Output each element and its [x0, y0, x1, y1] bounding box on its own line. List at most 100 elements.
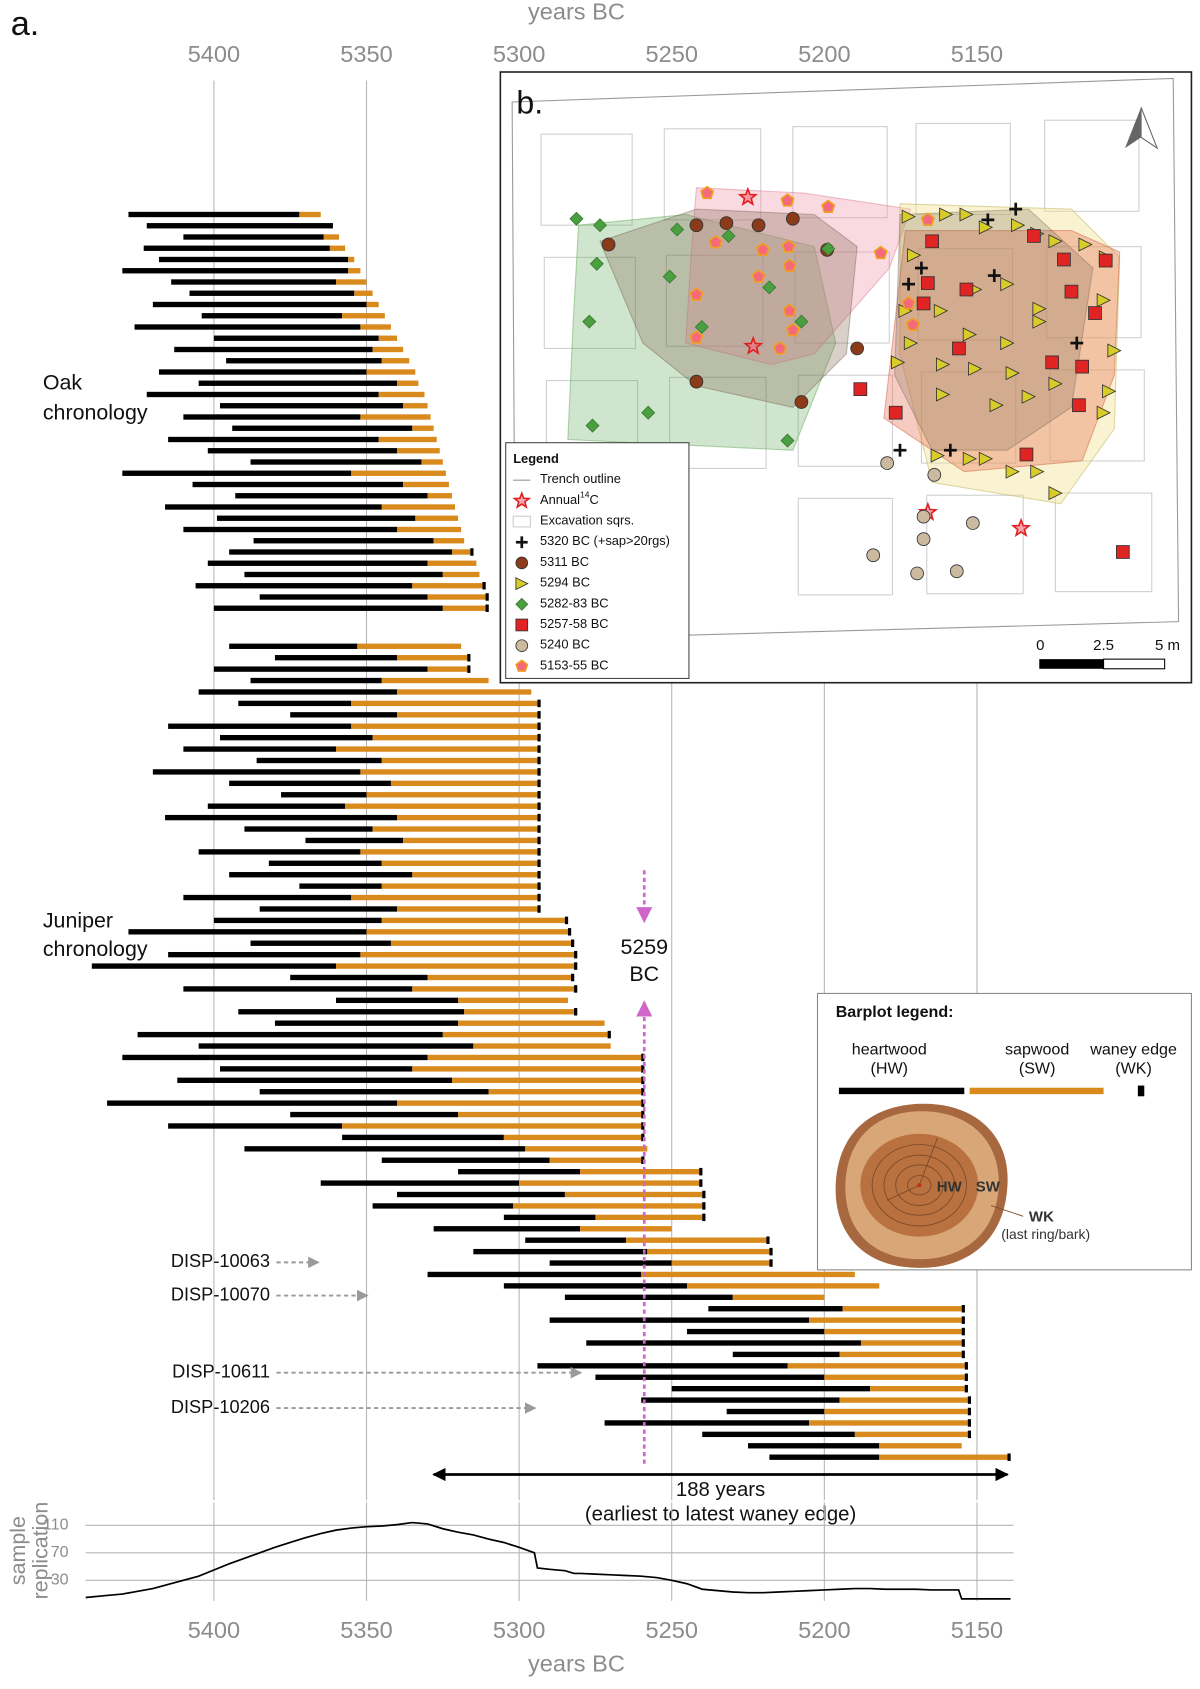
- waney-edge: [485, 593, 489, 601]
- heartwood-bar: [335, 997, 459, 1004]
- legend-label: 5257-58 BC: [540, 616, 609, 631]
- map-point: [585, 418, 600, 433]
- heartwood-bar: [549, 1317, 810, 1323]
- tree-label: SW: [976, 1178, 1001, 1195]
- sapwood-bar: [335, 746, 538, 752]
- heartwood-bar: [229, 872, 413, 878]
- map-point: [1107, 343, 1122, 358]
- heartwood-bar: [229, 643, 358, 649]
- heartwood-bar: [726, 1408, 825, 1415]
- map-point: [708, 234, 723, 249]
- map-point: [916, 509, 931, 524]
- heartwood-bar: [213, 666, 428, 672]
- legend-label: 5320 BC (+sap>20rgs): [540, 534, 670, 549]
- sapwood-bar: [366, 792, 538, 798]
- legend-label: Excavation sqrs.: [540, 513, 634, 528]
- sapwood-bar: [412, 872, 538, 878]
- map-point: [1021, 389, 1036, 404]
- sapwood-bar: [824, 1328, 962, 1335]
- map-point: [905, 317, 920, 331]
- legend-label: 5311 BC: [540, 554, 589, 569]
- map-point: [1075, 359, 1089, 374]
- map-point: [1078, 237, 1093, 252]
- hull: [599, 208, 858, 408]
- sapwood-bar: [381, 883, 538, 889]
- sapwood-bar: [412, 986, 575, 992]
- heartwood-bar: [372, 1203, 514, 1209]
- waney-edge: [537, 848, 541, 856]
- sapwood-bar: [464, 1009, 575, 1015]
- legend-label: heartwood: [852, 1040, 927, 1058]
- legend-label: 5294 BC: [540, 575, 590, 590]
- heartwood-bar: [165, 814, 398, 821]
- legend-label: C: [590, 492, 599, 507]
- waney-edge: [702, 1190, 706, 1199]
- waney-edge: [537, 802, 541, 810]
- legend-title: Legend: [513, 451, 559, 466]
- map-point: [1000, 335, 1015, 351]
- heartwood-bar: [226, 358, 382, 364]
- legend-label: 5282-83 BC: [540, 596, 609, 611]
- waney-edge: [537, 870, 541, 879]
- heartwood-bar: [232, 425, 413, 431]
- waney-edge: [961, 1339, 965, 1347]
- heartwood-bar: [299, 883, 382, 889]
- barplot-legend: Barplot legend: heartwood (HW) sapwood (…: [816, 992, 1192, 1271]
- sapwood-bar: [412, 1066, 642, 1072]
- heartwood-bar: [220, 1066, 413, 1072]
- heartwood-bar: [586, 1340, 861, 1346]
- sapwood-bar: [381, 860, 538, 866]
- legend-label: waney edge: [1089, 1040, 1177, 1058]
- heartwood-bar: [250, 459, 422, 465]
- waney-edge: [641, 1087, 645, 1096]
- heartwood-bar: [183, 986, 413, 992]
- map-point: [893, 443, 907, 457]
- heartwood-bar: [168, 436, 379, 443]
- sapwood-bar: [451, 549, 471, 555]
- heartwood-bar: [290, 712, 398, 718]
- sapwood-bar: [360, 769, 538, 775]
- heartwood-bar: [152, 769, 361, 775]
- legend-label: Annual14C: [540, 490, 599, 507]
- sapwood-bar: [488, 1089, 642, 1095]
- waney-edge: [961, 1316, 965, 1324]
- heartwood-bar: [253, 538, 434, 544]
- sapwood-bar: [397, 526, 462, 533]
- sapwood-bar: [879, 1443, 962, 1449]
- map-point: [910, 566, 924, 581]
- map-point: [689, 330, 704, 344]
- map-point: [962, 451, 978, 466]
- group-label: Oak: [43, 370, 83, 394]
- map-point: [927, 468, 942, 482]
- heartwood-bar: [152, 301, 367, 308]
- sapwood-bar: [348, 268, 361, 274]
- heartwood-bar: [229, 549, 452, 555]
- heartwood-bar: [397, 1191, 565, 1198]
- map-point: [782, 258, 797, 272]
- sapwood-bar: [357, 643, 462, 649]
- sapwood-bar: [351, 700, 538, 707]
- map-point: [1116, 545, 1130, 559]
- waney-edge: [699, 1179, 703, 1187]
- map-panel: b. Legend Trench outline Annual14C Excavat…: [499, 71, 1193, 684]
- map-point: [916, 296, 931, 311]
- sapwood-bar: [381, 677, 489, 684]
- map-point: [1048, 485, 1063, 501]
- legend-symbol: [515, 618, 529, 632]
- sapwood-bar: [732, 1294, 825, 1300]
- map-point: [785, 322, 800, 337]
- scale-label: 2.5: [1093, 637, 1114, 654]
- sapwood-bar: [372, 734, 538, 741]
- map-point: [915, 261, 928, 275]
- waney-edge: [537, 859, 541, 868]
- heartwood-bar: [122, 268, 349, 274]
- waney-edge: [467, 653, 471, 662]
- map-point: [936, 387, 951, 402]
- waney-edge: [1007, 1453, 1011, 1461]
- waney-edge: [641, 1065, 645, 1073]
- sapwood-bar: [390, 940, 572, 946]
- heartwood-bar: [146, 223, 333, 229]
- legend-label: 5282-83 BC: [540, 596, 609, 611]
- legend-label: Excavation sqrs.: [540, 513, 634, 528]
- waney-edge: [699, 1167, 703, 1176]
